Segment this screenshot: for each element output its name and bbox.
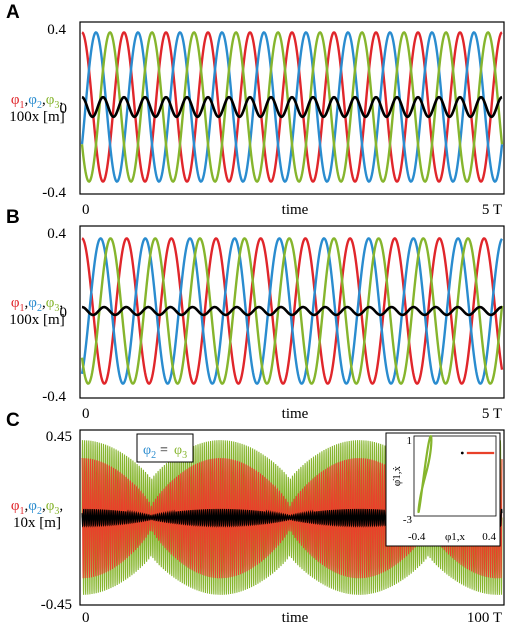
- y-axis-label-line1: φ1,φ2,φ3,: [11, 295, 63, 314]
- y-tick-label: 0.4: [47, 226, 66, 242]
- series-group: [80, 31, 504, 183]
- y-tick-label: 0.4: [47, 22, 66, 38]
- x-tick-label: 100 T: [467, 610, 502, 626]
- inset-x-tick: -0.4: [408, 531, 426, 543]
- y-tick-label: -0.4: [42, 389, 66, 405]
- legend-box: [136, 433, 194, 463]
- y-axis-label: φ1,φ2,φ3,100x [m]: [9, 92, 64, 125]
- x-tick-label: 0: [82, 406, 90, 422]
- inset-x-dot: [460, 451, 464, 455]
- series-line-phi3: [80, 237, 504, 385]
- series-line-x: [81, 305, 503, 317]
- legend-equals: =: [160, 443, 168, 458]
- y-tick-label: 0: [60, 101, 68, 117]
- panel-letter-c: C: [6, 410, 20, 431]
- x-tick-label: 0: [82, 202, 90, 218]
- y-tick-label: -0.4: [42, 185, 66, 201]
- inset-y-tick: 1: [407, 435, 413, 447]
- panel-c: φ1,φ2,φ3,10x [m] 0.45 -0.45 0 time 100 T…: [11, 429, 505, 626]
- inset-y-tick: -3: [403, 514, 413, 526]
- x-tick-label: 5 T: [482, 202, 502, 218]
- legend-phi3: φ3: [174, 443, 187, 461]
- plot-frame: [79, 429, 505, 606]
- y-axis-label-line2: 10x [m]: [13, 515, 61, 531]
- y-axis-label: φ1,φ2,φ3,100x [m]: [9, 295, 64, 328]
- x-axis-label: time: [282, 610, 309, 626]
- inset-phase-portrait: 1 -3 -0.4 0.4 φ1,x φ̇1,ẋ: [385, 432, 501, 547]
- y-axis-label-line1: φ1,φ2,φ3,: [11, 498, 63, 517]
- legend-phi2: φ2: [143, 443, 156, 461]
- series-group: [80, 237, 504, 385]
- plot-frame: [79, 21, 505, 195]
- panel-b: φ1,φ2,φ3,100x [m] 0.4 0 -0.4 0 time 5 T: [9, 225, 505, 422]
- panel-letter-b: B: [6, 207, 20, 228]
- y-tick-label: -0.45: [41, 597, 72, 613]
- y-axis-label-line2: 100x [m]: [9, 312, 64, 328]
- series-line-phi3: [80, 31, 504, 183]
- inset-y-label: φ̇1,ẋ: [391, 465, 403, 486]
- x-tick-label: 5 T: [482, 406, 502, 422]
- panel-a: φ1,φ2,φ3,100x [m] 0.4 0 -0.4 0 time 5 T: [9, 21, 505, 218]
- inset-marks: [417, 434, 495, 514]
- y-tick-label: 0: [60, 305, 68, 321]
- series-line-phi2: [80, 237, 503, 385]
- y-axis-label-line1: φ1,φ2,φ3,: [11, 92, 63, 111]
- y-axis-label: φ1,φ2,φ3,10x [m]: [11, 498, 63, 531]
- y-tick-label: 0.45: [46, 429, 72, 445]
- inset-phi-loop: [417, 434, 433, 514]
- x-axis-label: time: [282, 202, 309, 218]
- inset-x-label: φ1,x: [445, 531, 466, 543]
- x-tick-label: 0: [82, 610, 90, 626]
- series-line-phi2: [80, 31, 504, 183]
- series-line-x: [81, 95, 503, 119]
- inset-plot-area: [413, 435, 497, 517]
- inset-frame: [385, 432, 501, 547]
- legend: φ2 = φ3: [136, 433, 194, 463]
- panel-letter-a: A: [6, 2, 20, 23]
- y-axis-label-line2: 100x [m]: [9, 109, 64, 125]
- series-line-phi1: [81, 31, 503, 183]
- plot-frame: [79, 225, 505, 399]
- x-axis-label: time: [282, 406, 309, 422]
- inset-x-tick: 0.4: [482, 531, 496, 543]
